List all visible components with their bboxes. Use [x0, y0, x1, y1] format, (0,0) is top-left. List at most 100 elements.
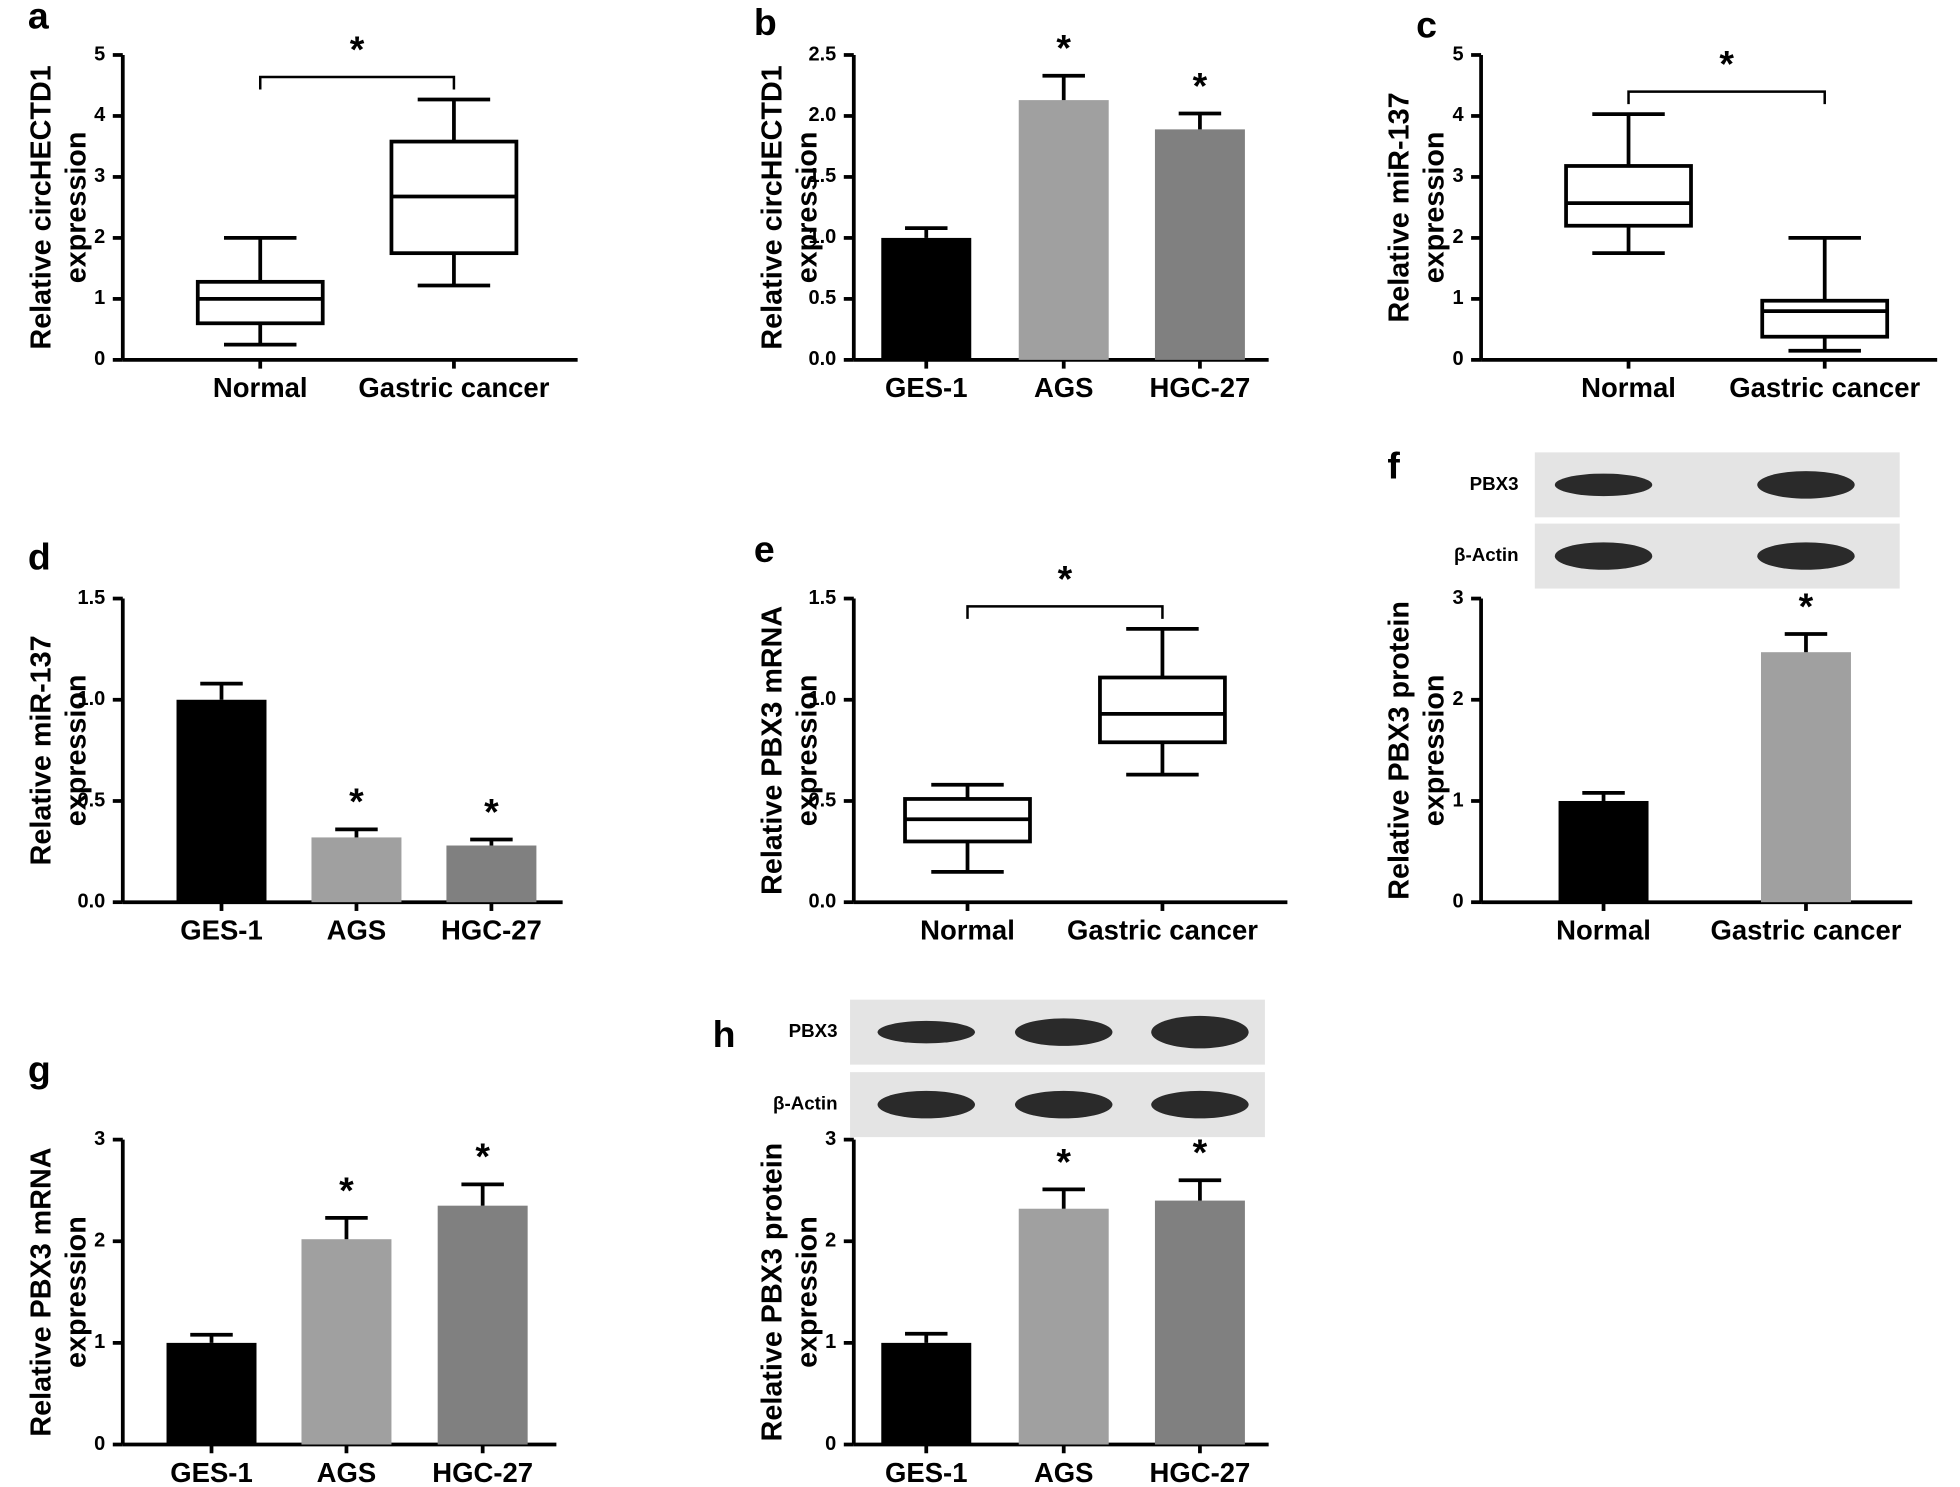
- y-tick-label: 3: [1452, 587, 1463, 609]
- y-tick-label: 1: [825, 1331, 836, 1353]
- y-tick-label: 1.5: [809, 587, 837, 609]
- significance-bracket: [966, 605, 1164, 619]
- x-tick-label: GES-1: [180, 914, 262, 945]
- x-tick-label: GES-1: [885, 1457, 967, 1487]
- blot-band: [1151, 1090, 1249, 1119]
- x-tick-label: Gastric cancer: [1067, 914, 1258, 945]
- blot-band: [877, 1090, 976, 1119]
- y-axis-label: Relative PBX3 mRNA: [756, 606, 788, 895]
- bar: [301, 1239, 392, 1445]
- y-tick-label: 0.0: [809, 348, 837, 370]
- panel-letter: e: [754, 528, 775, 570]
- y-axis-label: expression: [60, 675, 92, 827]
- panel-letter: d: [28, 536, 51, 578]
- significance-bracket: [258, 75, 456, 90]
- y-tick-label: 0: [1452, 890, 1463, 912]
- bar: [1558, 800, 1649, 903]
- x-tick-label: Gastric cancer: [1710, 914, 1901, 945]
- bar: [1018, 1208, 1109, 1445]
- y-tick-label: 5: [94, 43, 105, 65]
- significance-star: *: [350, 28, 365, 70]
- y-tick-label: 1: [94, 287, 105, 309]
- y-tick-label: 0.5: [809, 789, 837, 811]
- y-axis-label: Relative miR-137: [25, 635, 57, 865]
- y-tick-label: 0: [94, 1433, 105, 1455]
- y-tick-label: 5: [1452, 43, 1463, 65]
- significance-star: *: [1799, 585, 1814, 627]
- blot-label: β-Actin: [773, 1093, 838, 1114]
- blot-band: [1757, 471, 1855, 499]
- y-tick-label: 1.0: [78, 688, 106, 710]
- blot-band: [1554, 542, 1653, 570]
- y-tick-label: 1.5: [78, 587, 106, 609]
- y-axis-label: expression: [60, 1216, 92, 1368]
- significance-star: *: [1193, 64, 1208, 106]
- bar: [311, 837, 402, 903]
- y-tick-label: 4: [1452, 104, 1463, 126]
- x-tick-label: Normal: [213, 372, 308, 403]
- y-tick-label: 1.5: [809, 165, 837, 187]
- y-tick-label: 0: [825, 1433, 836, 1455]
- box: [1760, 298, 1890, 339]
- y-tick-label: 2: [1452, 226, 1463, 248]
- panel-letter: b: [754, 1, 777, 43]
- significance-star: *: [484, 790, 499, 832]
- y-axis-label: expression: [1419, 132, 1451, 284]
- y-axis-label: expression: [60, 132, 92, 284]
- significance-star: *: [339, 1169, 354, 1211]
- y-tick-label: 0.0: [809, 890, 837, 912]
- y-axis-label: expression: [791, 1216, 823, 1368]
- x-tick-label: HGC-27: [441, 914, 542, 945]
- x-tick-label: Gastric cancer: [1729, 372, 1920, 403]
- bar: [1154, 1200, 1245, 1445]
- y-tick-label: 1.0: [809, 688, 837, 710]
- y-tick-label: 0.5: [809, 287, 837, 309]
- y-axis-label: Relative PBX3 mRNA: [25, 1148, 57, 1437]
- y-axis-label: expression: [791, 675, 823, 827]
- panel-letter: g: [28, 1048, 51, 1090]
- bar: [1018, 100, 1109, 360]
- y-tick-label: 2: [825, 1230, 836, 1252]
- blot-band: [877, 1020, 976, 1044]
- y-axis-label: Relative PBX3 protein: [756, 1143, 788, 1442]
- blot-band: [1014, 1018, 1113, 1046]
- x-tick-label: Normal: [920, 914, 1015, 945]
- bar: [166, 1342, 257, 1445]
- y-tick-label: 0: [1452, 348, 1463, 370]
- x-tick-label: GES-1: [170, 1457, 252, 1487]
- bar: [446, 845, 537, 903]
- box: [195, 279, 325, 326]
- y-axis-label: Relative miR-137: [1384, 92, 1416, 322]
- y-axis-label: expression: [791, 132, 823, 284]
- y-tick-label: 1: [94, 1331, 105, 1353]
- x-tick-label: AGS: [1034, 372, 1094, 403]
- y-tick-label: 2: [1452, 688, 1463, 710]
- blot-band: [1151, 1015, 1249, 1049]
- x-tick-label: HGC-27: [1150, 372, 1251, 403]
- blot-label: PBX3: [789, 1020, 838, 1041]
- y-axis-label: Relative PBX3 protein: [1384, 601, 1416, 900]
- significance-star: *: [1719, 43, 1734, 85]
- significance-star: *: [1056, 1140, 1071, 1182]
- panel-letter: h: [713, 1013, 736, 1055]
- y-axis-label: Relative circHECTD1: [756, 65, 788, 349]
- significance-bracket: [1627, 90, 1826, 105]
- bar: [437, 1205, 528, 1445]
- y-tick-label: 0.5: [78, 789, 106, 811]
- panel-letter: f: [1387, 444, 1400, 486]
- y-tick-label: 2.5: [809, 43, 837, 65]
- y-tick-label: 1: [1452, 789, 1463, 811]
- y-axis-label: expression: [1419, 675, 1451, 827]
- x-tick-label: GES-1: [885, 372, 967, 403]
- y-axis-label: Relative circHECTD1: [25, 65, 57, 349]
- x-tick-label: HGC-27: [1150, 1457, 1251, 1487]
- blot-label: PBX3: [1470, 473, 1519, 494]
- box: [1564, 164, 1693, 228]
- x-tick-label: Normal: [1581, 372, 1676, 403]
- bar: [881, 1342, 972, 1445]
- blot-band: [1757, 542, 1855, 570]
- x-tick-label: AGS: [327, 914, 387, 945]
- y-tick-label: 2: [94, 1230, 105, 1252]
- y-tick-label: 2: [94, 226, 105, 248]
